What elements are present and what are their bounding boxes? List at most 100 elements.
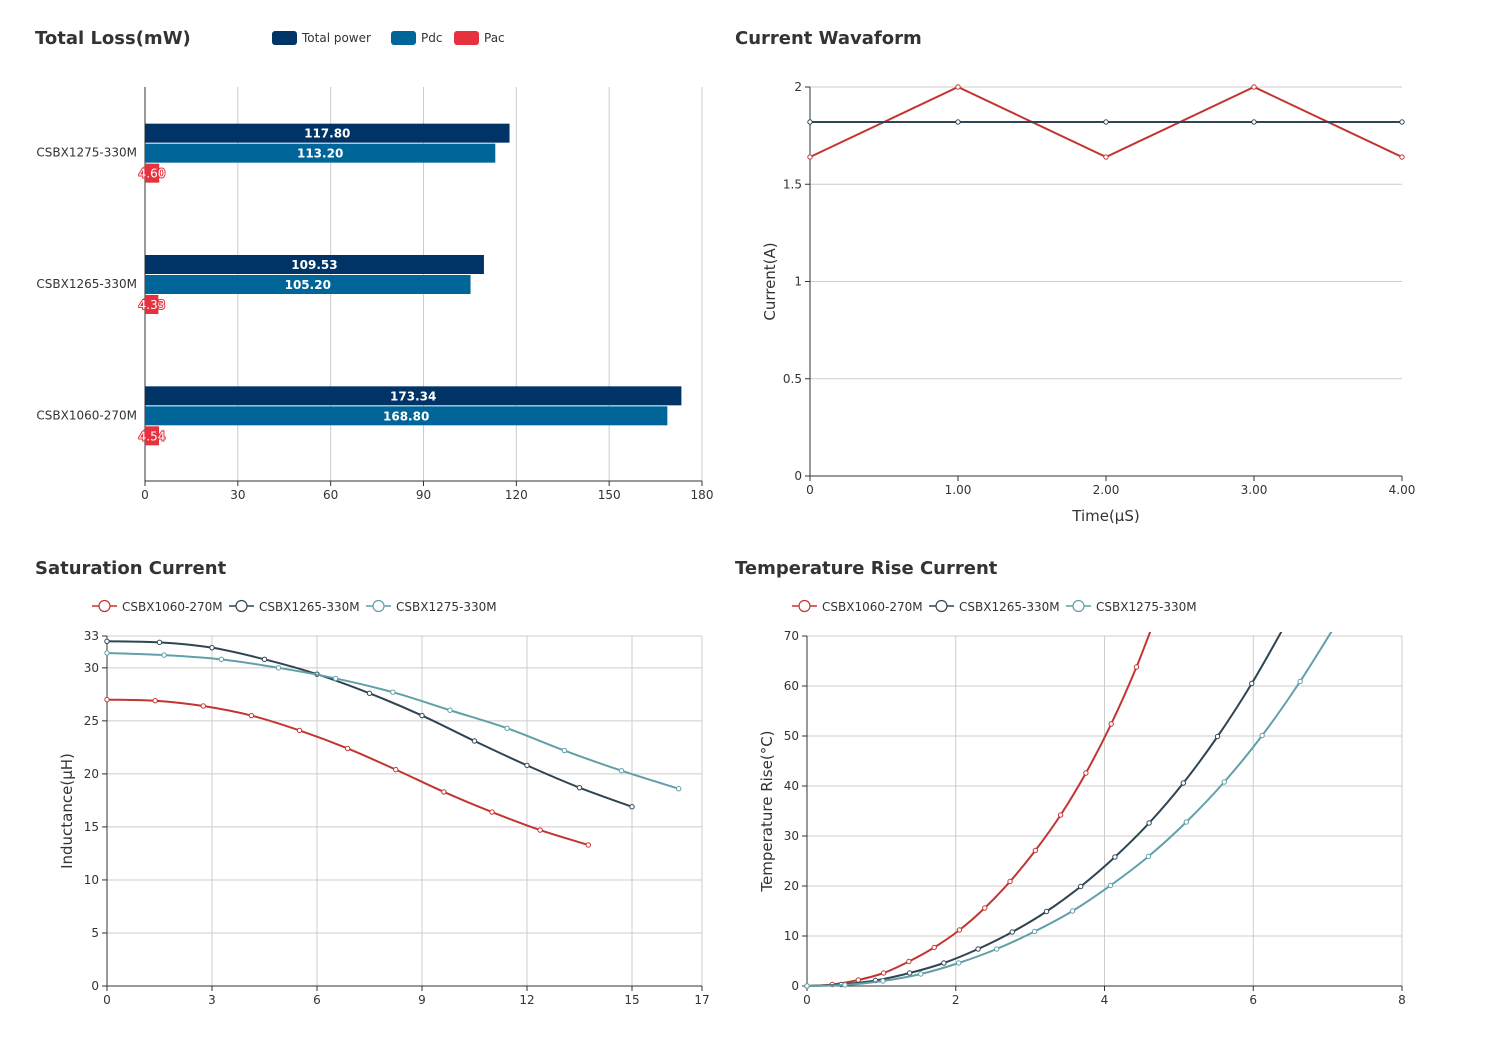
total-loss-chart: 0 30 60 90 120 150 180 CSBX1275-330M 117.80 113.2… [36,31,713,502]
data-point [1214,733,1221,740]
x-tick-label: 2 [952,993,960,1007]
x-tick-label: 2.00 [1093,483,1120,497]
legend-item-csbx1275-330m[interactable]: CSBX1275-330M [1066,599,1197,614]
bar-pdc [145,143,496,163]
x-tick-label: 30 [230,488,245,502]
data-point [441,789,447,795]
x-tick-label: 6 [1249,993,1257,1007]
bar-total-power [145,386,682,406]
bar-value-label: 4.33 [139,298,166,312]
y-tick-label: 25 [84,714,99,728]
data-point [104,696,110,703]
data-point [200,703,206,709]
legend-marker [935,599,948,613]
data-point [807,119,813,125]
y-axis-label: Current(A) [761,242,779,320]
data-point [1069,908,1076,914]
data-point [1399,119,1405,125]
y-tick-label: 1 [794,275,802,289]
bar-pdc [145,406,668,426]
data-point [1133,664,1140,670]
data-point [975,946,981,952]
y-tick-label: 40 [784,779,799,793]
y-tick-label: 0 [791,979,799,993]
legend-label: CSBX1060-270M [822,600,923,614]
legend-item-csbx1265-330m[interactable]: CSBX1265-330M [929,599,1060,614]
y-tick-label: 0 [91,979,99,993]
legend-marker [1072,599,1085,613]
x-tick-label: 0 [803,993,811,1007]
legend-marker [235,599,248,613]
y-axis-label: Inductance(μH) [58,753,76,869]
x-tick-label: 60 [323,488,338,502]
x-tick-label: 8 [1398,993,1406,1007]
data-point [585,842,591,848]
series-csbx1275-330m [104,650,682,792]
series-csbx1060-270m [804,632,1152,989]
data-point [1221,779,1227,785]
x-tick-label: 0 [141,488,149,502]
legend-item-pdc[interactable]: Pdc [391,31,442,45]
data-point [1103,154,1109,160]
y-tick-label: 30 [784,829,799,843]
legend-label: Pac [484,31,505,45]
series-line [806,632,1283,987]
data-point [804,983,810,989]
x-tick-label: 3.00 [1241,483,1268,497]
data-point [618,767,625,774]
data-point [1103,119,1109,125]
x-tick-label: 120 [505,488,528,502]
legend-item-csbx1275-330m[interactable]: CSBX1275-330M [366,599,497,614]
series-csbx1265-330m [104,638,635,810]
data-point [524,762,530,769]
legend-item-csbx1265-330m[interactable]: CSBX1265-330M [229,599,360,614]
x-tick-label: 3 [208,993,216,1007]
bar-value-label: 105.20 [285,278,331,292]
x-tick-label: 17 [694,993,709,1007]
data-point [344,745,351,752]
bar-value-label: 4.54 [139,429,166,443]
total-loss-title: Total Loss(mW) [35,28,191,49]
legend-item-pac[interactable]: Pac [454,31,505,45]
legend-marker [372,599,385,613]
data-point [1032,847,1039,854]
x-tick-label: 1.00 [945,483,972,497]
data-point [161,652,167,658]
bar-value-label: 117.80 [304,127,350,141]
series-line [106,698,589,846]
data-point [1297,678,1303,685]
series-csbx1060-270m [104,696,591,848]
legend-label: CSBX1265-330M [959,600,1060,614]
bar-pac [145,163,160,183]
data-point [955,119,961,125]
data-point [1007,878,1013,885]
data-point [855,977,862,983]
y-tick-label: 60 [784,679,799,693]
series-line [806,632,1152,987]
data-point [906,970,913,976]
legend-swatch [391,31,416,45]
legend-item-csbx1060-270m[interactable]: CSBX1060-270M [792,599,923,614]
x-tick-label: 150 [598,488,621,502]
y-tick-label: 20 [84,767,99,781]
y-tick-label: 0.5 [783,372,802,386]
x-tick-label: 90 [416,488,431,502]
y-tick-label: 2 [794,80,802,94]
legend-item-total-power[interactable]: Total power [272,31,371,45]
legend-item-csbx1060-270m[interactable]: CSBX1060-270M [92,599,223,614]
data-point [1249,680,1255,687]
data-point [956,927,963,933]
bar-pdc [145,275,471,294]
legend-marker [98,599,111,613]
data-point [104,650,110,656]
legend-label: CSBX1275-330M [396,600,497,614]
data-point [296,727,303,734]
temperature-chart: 0 10 20 30 40 50 60 70 0 2 4 6 8 Temperature Rise(°C)… [758,599,1406,1007]
data-point [918,971,924,977]
data-point [880,970,887,976]
data-point [1108,721,1114,727]
bar-total-power [145,255,484,274]
data-point [1259,732,1265,739]
data-point [209,644,215,651]
data-point [390,689,396,695]
